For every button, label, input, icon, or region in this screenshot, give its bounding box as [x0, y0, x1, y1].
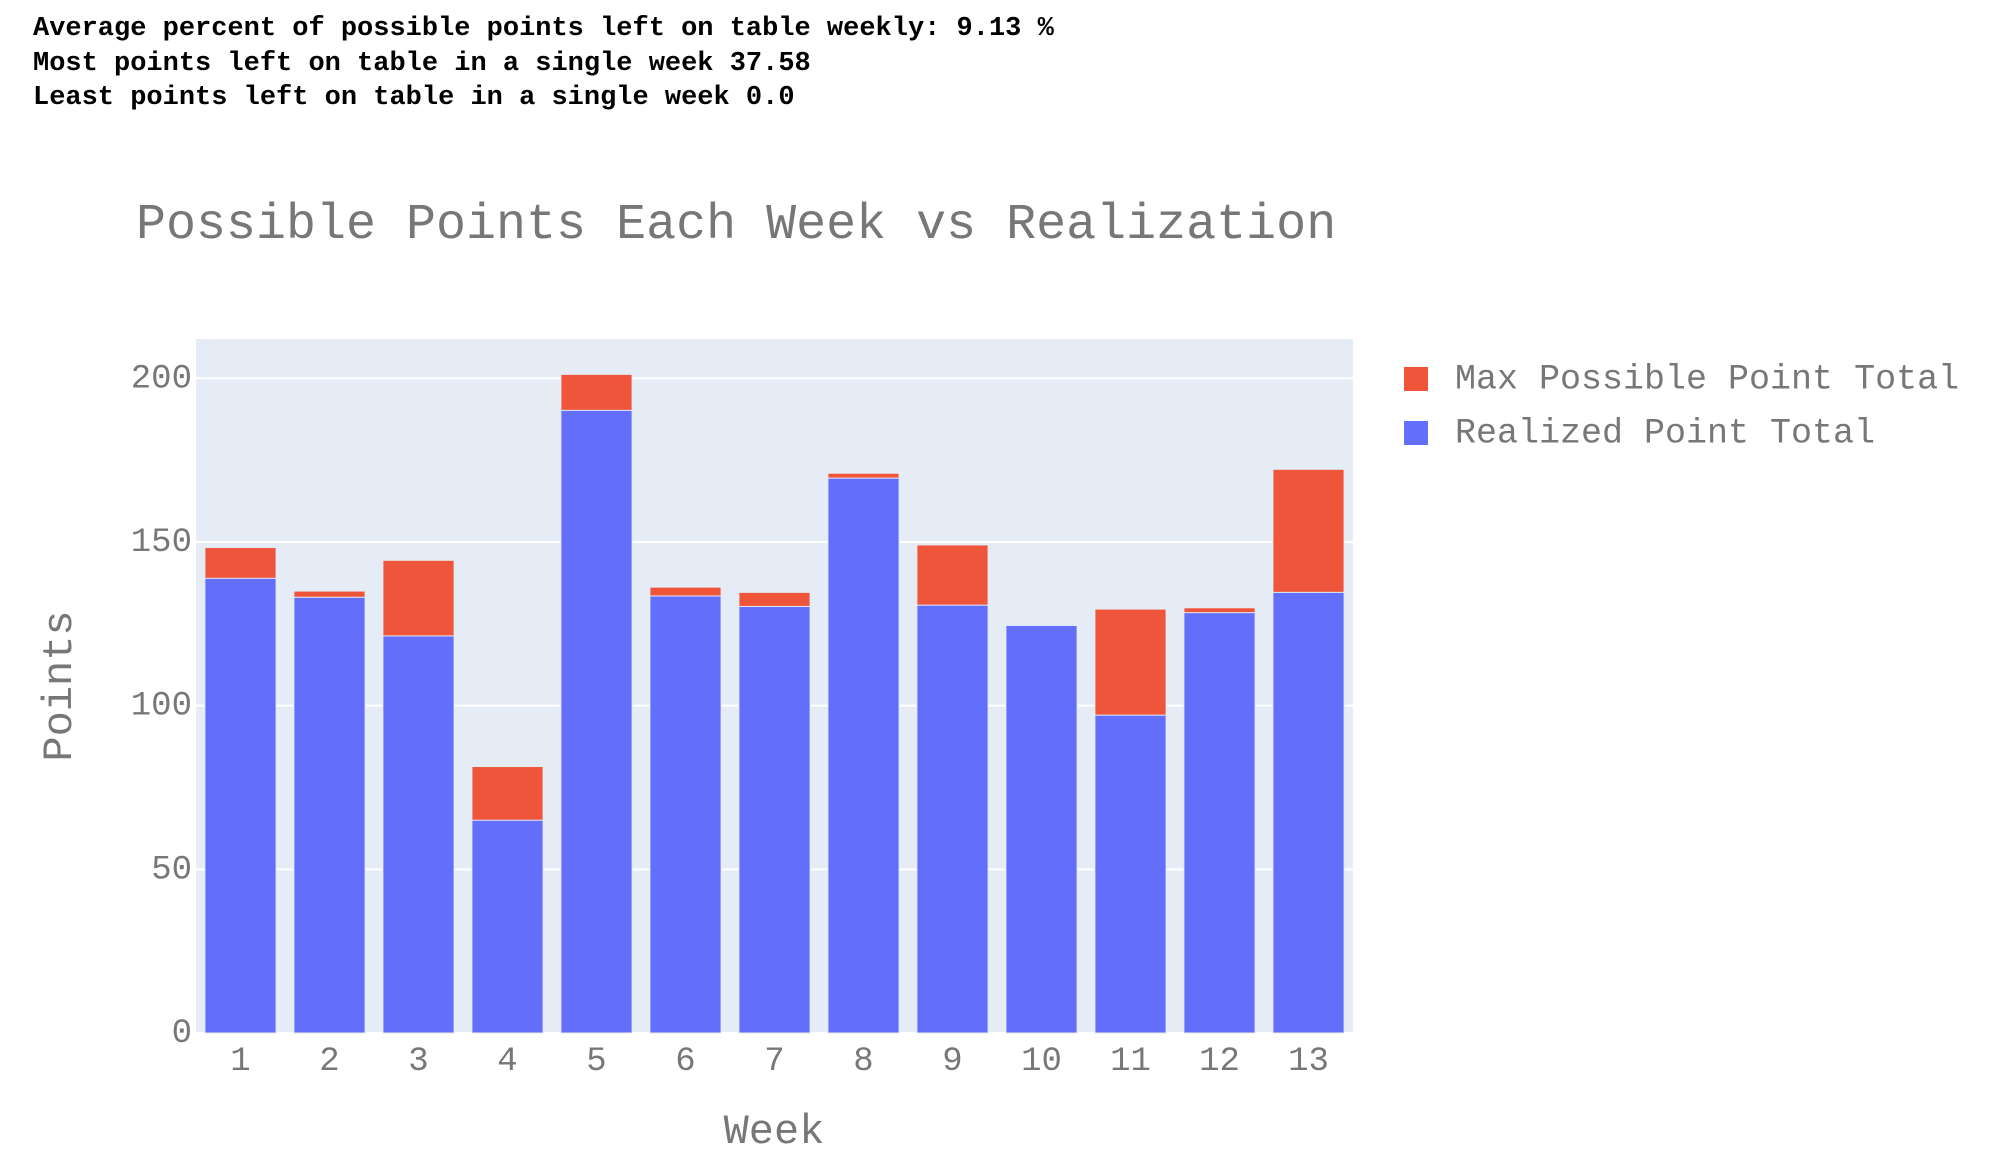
- y-tick-label: 150: [131, 524, 192, 562]
- bar: [293, 596, 366, 1034]
- y-axis-title: Points: [36, 610, 84, 761]
- legend-label: Realized Point Total: [1455, 413, 1875, 453]
- x-tick-label: 8: [853, 1043, 873, 1081]
- bar: [1094, 714, 1167, 1034]
- bar: [471, 819, 544, 1034]
- legend-swatch: [1404, 421, 1428, 445]
- x-tick-label: 3: [408, 1043, 428, 1081]
- x-tick-label: 2: [319, 1043, 339, 1081]
- x-tick-label: 13: [1288, 1043, 1329, 1081]
- x-tick-label: 6: [675, 1043, 695, 1081]
- bar: [827, 477, 900, 1034]
- x-axis-title: Week: [724, 1108, 825, 1156]
- bar: [1272, 591, 1345, 1034]
- header: Average percent of possible points left …: [33, 12, 1054, 116]
- x-tick-label: 11: [1110, 1043, 1151, 1081]
- x-tick-label: 1: [230, 1043, 250, 1081]
- x-tick-label: 10: [1021, 1043, 1062, 1081]
- bar: [738, 605, 811, 1034]
- x-tick-label: 5: [586, 1043, 606, 1081]
- y-tick-label: 0: [172, 1015, 192, 1053]
- bar: [204, 577, 277, 1034]
- header-line: Most points left on table in a single we…: [33, 48, 811, 79]
- header-line: Least points left on table in a single w…: [33, 83, 795, 113]
- y-tick-label: 200: [131, 360, 192, 398]
- bar: [649, 595, 722, 1034]
- y-tick-label: 100: [131, 688, 192, 726]
- legend-label: Max Possible Point Total: [1455, 359, 1959, 399]
- x-tick-label: 7: [764, 1043, 784, 1081]
- bar: [916, 604, 989, 1034]
- legend-swatch: [1404, 367, 1428, 391]
- bar: [1005, 624, 1078, 1034]
- bar: [382, 635, 455, 1034]
- y-tick-label: 50: [151, 851, 192, 889]
- bar: [1183, 612, 1256, 1034]
- x-tick-label: 9: [942, 1043, 962, 1081]
- chart-title: Possible Points Each Week vs Realization: [136, 197, 1336, 254]
- header-line: Average percent of possible points left …: [33, 14, 1054, 44]
- bar: [560, 409, 633, 1034]
- x-tick-label: 4: [497, 1043, 517, 1081]
- x-tick-label: 12: [1199, 1043, 1240, 1081]
